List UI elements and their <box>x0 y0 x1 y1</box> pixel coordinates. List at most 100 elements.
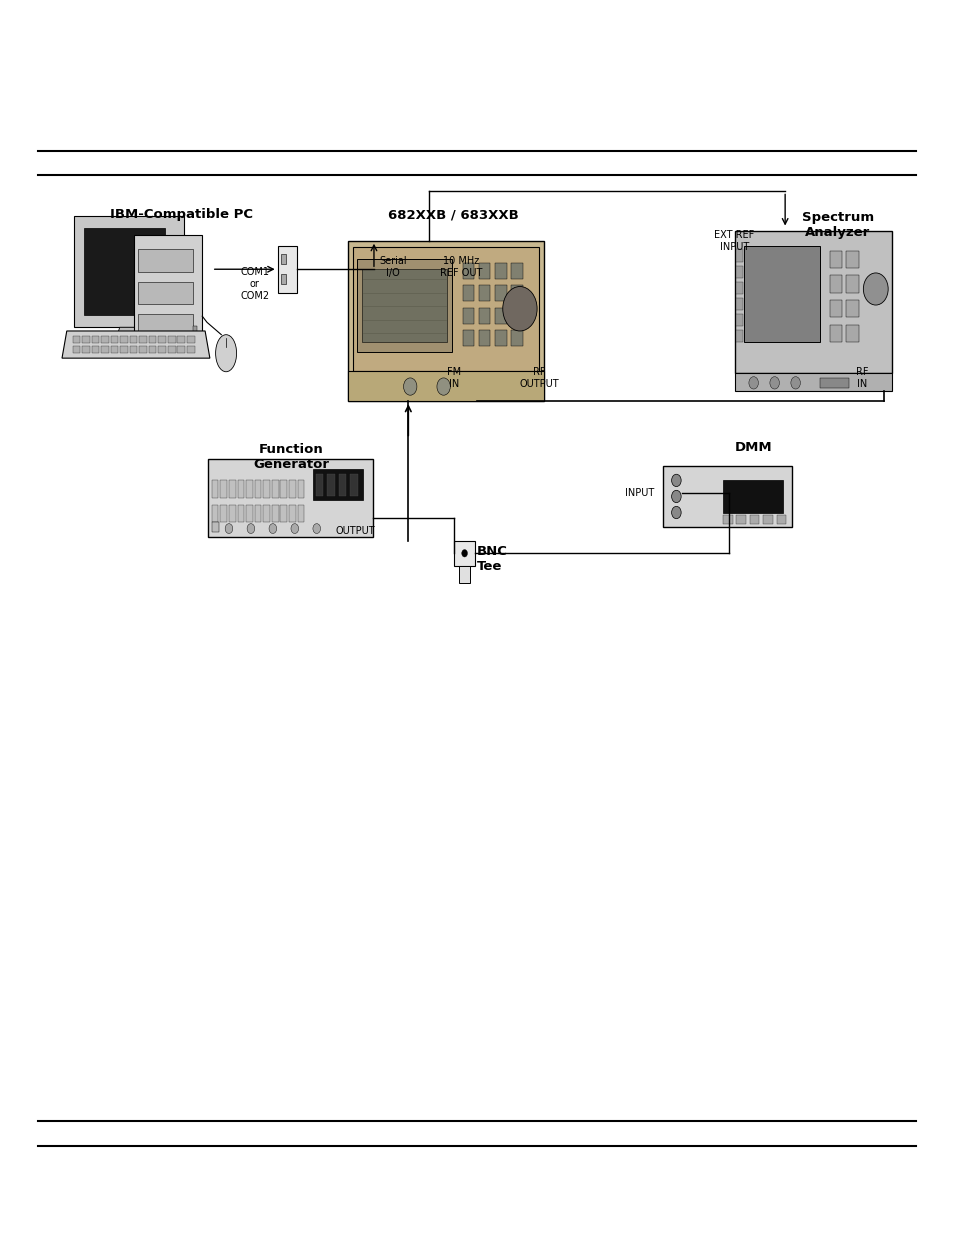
Polygon shape <box>99 346 159 352</box>
Bar <box>845 275 858 293</box>
Text: INPUT: INPUT <box>624 488 653 498</box>
Polygon shape <box>130 346 137 353</box>
Text: EXT REF
INPUT: EXT REF INPUT <box>714 230 754 252</box>
Bar <box>338 474 346 496</box>
Polygon shape <box>62 331 210 358</box>
Polygon shape <box>187 346 194 353</box>
Polygon shape <box>212 522 219 532</box>
Bar <box>736 282 742 294</box>
Polygon shape <box>348 370 543 401</box>
Circle shape <box>502 287 537 331</box>
Polygon shape <box>111 346 118 353</box>
Polygon shape <box>72 346 80 353</box>
Polygon shape <box>495 330 506 346</box>
Bar <box>829 251 841 268</box>
Polygon shape <box>139 336 147 343</box>
Polygon shape <box>187 336 194 343</box>
Polygon shape <box>246 480 253 498</box>
Polygon shape <box>254 505 261 522</box>
Text: RF
IN: RF IN <box>855 367 868 389</box>
Polygon shape <box>662 466 791 527</box>
Polygon shape <box>734 231 891 373</box>
Text: 10 MHz
REF OUT: 10 MHz REF OUT <box>439 256 481 278</box>
Polygon shape <box>495 285 506 301</box>
Polygon shape <box>168 336 175 343</box>
Polygon shape <box>462 330 474 346</box>
Polygon shape <box>454 541 475 566</box>
Circle shape <box>313 524 320 534</box>
Polygon shape <box>72 336 80 343</box>
Bar <box>743 246 820 342</box>
Polygon shape <box>511 330 522 346</box>
Text: Spectrum
Analyzer: Spectrum Analyzer <box>801 211 873 238</box>
Polygon shape <box>138 249 193 272</box>
Polygon shape <box>361 269 447 342</box>
Polygon shape <box>158 346 166 353</box>
Circle shape <box>671 490 680 503</box>
Polygon shape <box>478 263 490 279</box>
Polygon shape <box>289 505 295 522</box>
Bar <box>845 300 858 317</box>
Polygon shape <box>458 566 470 583</box>
Circle shape <box>247 524 254 534</box>
Circle shape <box>403 378 416 395</box>
Polygon shape <box>280 505 287 522</box>
Polygon shape <box>177 346 185 353</box>
Bar <box>736 266 742 278</box>
Polygon shape <box>246 505 253 522</box>
Circle shape <box>461 550 467 557</box>
Bar <box>820 378 848 388</box>
Circle shape <box>269 524 276 534</box>
Bar <box>845 325 858 342</box>
Bar <box>736 330 742 342</box>
Bar <box>327 474 335 496</box>
Bar <box>829 275 841 293</box>
Circle shape <box>671 506 680 519</box>
Polygon shape <box>495 308 506 324</box>
Polygon shape <box>149 346 156 353</box>
Text: FM
IN: FM IN <box>447 367 460 389</box>
Bar <box>736 314 742 326</box>
Polygon shape <box>511 308 522 324</box>
Bar <box>829 300 841 317</box>
Polygon shape <box>168 346 175 353</box>
Circle shape <box>769 377 779 389</box>
Polygon shape <box>220 480 227 498</box>
Polygon shape <box>254 480 261 498</box>
Polygon shape <box>297 480 304 498</box>
Polygon shape <box>138 282 193 304</box>
Polygon shape <box>114 327 145 346</box>
Polygon shape <box>193 326 197 337</box>
Polygon shape <box>177 336 185 343</box>
Polygon shape <box>120 346 128 353</box>
Polygon shape <box>82 346 90 353</box>
Text: BNC
Tee: BNC Tee <box>476 546 507 573</box>
Bar <box>776 515 785 524</box>
Polygon shape <box>111 336 118 343</box>
Bar <box>722 515 732 524</box>
Polygon shape <box>139 346 147 353</box>
Polygon shape <box>208 459 373 537</box>
Polygon shape <box>130 336 137 343</box>
Text: OUTPUT: OUTPUT <box>335 526 375 536</box>
Circle shape <box>291 524 298 534</box>
Text: COM1
or
COM2: COM1 or COM2 <box>240 268 269 300</box>
Polygon shape <box>212 480 218 498</box>
Circle shape <box>225 524 233 534</box>
Polygon shape <box>297 505 304 522</box>
Polygon shape <box>280 480 287 498</box>
Text: Function
Generator: Function Generator <box>253 443 329 471</box>
Polygon shape <box>133 235 202 346</box>
Polygon shape <box>478 285 490 301</box>
Bar <box>722 480 782 513</box>
Bar <box>313 469 362 500</box>
Polygon shape <box>272 505 278 522</box>
Bar <box>350 474 357 496</box>
Polygon shape <box>495 263 506 279</box>
Text: Serial
I/O: Serial I/O <box>379 256 406 278</box>
Polygon shape <box>277 246 296 293</box>
Polygon shape <box>74 216 184 327</box>
Polygon shape <box>101 336 109 343</box>
Polygon shape <box>120 336 128 343</box>
Polygon shape <box>462 263 474 279</box>
